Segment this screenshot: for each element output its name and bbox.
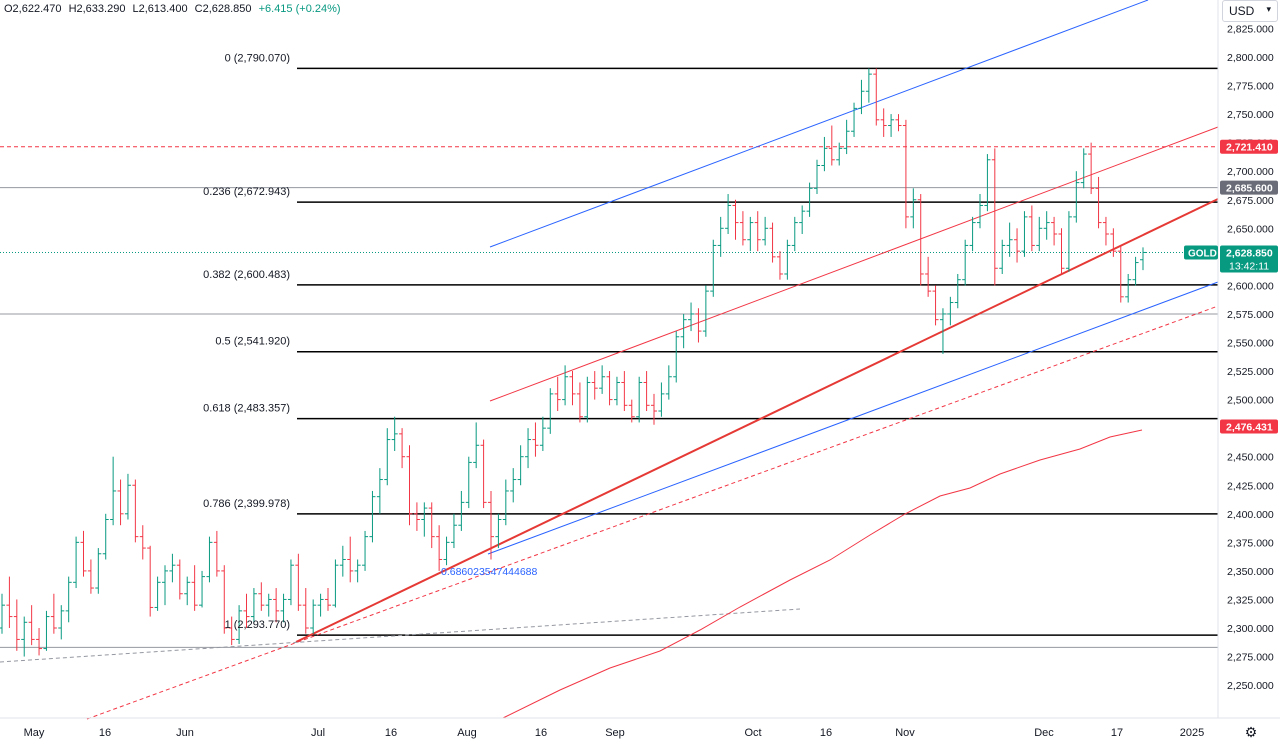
price-tick-label: 2,700.000 <box>1227 166 1274 178</box>
price-tick-label: 2,350.000 <box>1227 566 1274 578</box>
price-tick-label: 2,500.000 <box>1227 395 1274 407</box>
price-tick-label: 2,750.000 <box>1227 109 1274 121</box>
price-tick-label: 2,300.000 <box>1227 623 1274 635</box>
time-tick-label: Sep <box>605 727 625 739</box>
time-tick-label: 16 <box>535 727 547 739</box>
main-trend-line <box>295 198 1219 643</box>
time-tick-label: 16 <box>99 727 111 739</box>
symbol-tag: GOLD <box>1188 248 1217 259</box>
price-axis-bg <box>1218 0 1280 743</box>
ohlc-legend: O2,622.470 H2,633.290 L2,613.400 C2,628.… <box>4 3 345 15</box>
time-tick-label: Oct <box>744 727 761 739</box>
fib-level-label: 1 (2,293.770) <box>225 619 290 631</box>
time-tick-label: 16 <box>820 727 832 739</box>
gray-dashed-trend <box>0 608 801 663</box>
currency-label: USD <box>1229 4 1255 18</box>
price-tick-label: 2,400.000 <box>1227 509 1274 521</box>
price-tag-bg <box>1220 180 1278 195</box>
price-tick-label: 2,550.000 <box>1227 338 1274 350</box>
chevron-down-icon: ▾ <box>1266 4 1271 14</box>
time-tick-label: 2025 <box>1180 727 1204 739</box>
countdown-label: 13:42:11 <box>1229 260 1269 272</box>
last-price-label: 2,628.850 <box>1226 247 1273 259</box>
price-tick-label: 2,825.000 <box>1227 23 1274 35</box>
price-tick-label: 2,450.000 <box>1227 452 1274 464</box>
last-price-bg <box>1220 245 1278 273</box>
price-tag: 2,721.410 <box>1226 142 1273 154</box>
price-tag: 2,476.431 <box>1226 422 1273 434</box>
price-axis[interactable]: 2,825.000 2,800.000 2,775.000 2,750.000 2,72… <box>1184 0 1280 743</box>
fib-level-label: 0.786 (2,399.978) <box>203 498 290 510</box>
low-value: L2,613.400 <box>132 3 188 15</box>
price-tag-bg <box>1220 139 1278 154</box>
price-tag: 2,685.600 <box>1226 183 1273 195</box>
high-value: H2,633.290 <box>68 3 126 15</box>
fib-level-label: 0.618 (2,483.357) <box>203 403 290 415</box>
price-tick-label: 2,800.000 <box>1227 52 1274 64</box>
channel-mid-line <box>489 126 1219 402</box>
dashed-trend-line <box>86 305 1219 720</box>
change-value: +6.415 (+0.24%) <box>258 3 341 15</box>
price-tick-label: 2,250.000 <box>1227 680 1274 692</box>
price-tick-label: 2,600.000 <box>1227 280 1274 292</box>
price-tick-label: 2,650.000 <box>1227 223 1274 235</box>
price-tick-label: 2,775.000 <box>1227 81 1274 93</box>
candles-layer <box>0 68 1146 657</box>
time-tick-label: Dec <box>1034 727 1054 739</box>
close-value: C2,628.850 <box>194 3 252 15</box>
price-tick-label: 2,375.000 <box>1227 537 1274 549</box>
fib-level-label: 0.382 (2,600.483) <box>203 269 290 281</box>
channel-lower-line <box>487 281 1219 555</box>
price-tick-label: 2,525.000 <box>1227 366 1274 378</box>
horizontal-lines-layer <box>0 67 1218 648</box>
fib-annotation: 0.686023547444688 <box>441 566 538 578</box>
time-tick-label: Aug <box>457 727 477 739</box>
time-tick-label: 17 <box>1111 727 1123 739</box>
fib-labels-layer: 0 (2,790.070) 0.236 (2,672.943) 0.382 (2,6… <box>203 52 290 631</box>
currency-selector[interactable]: USD ▾ <box>1222 0 1278 22</box>
open-value: O2,622.470 <box>4 3 62 15</box>
channel-upper-line <box>489 0 1149 248</box>
gear-icon[interactable]: ⚙ <box>1244 724 1258 740</box>
price-tick-label: 2,275.000 <box>1227 652 1274 664</box>
time-tick-label: Jul <box>311 727 325 739</box>
fib-level-label: 0.236 (2,672.943) <box>203 186 290 198</box>
price-tick-label: 2,425.000 <box>1227 480 1274 492</box>
price-tag-bg <box>1220 419 1278 434</box>
trend-drawings-layer: 0.686023547444688 <box>0 0 1219 720</box>
time-tick-label: Nov <box>895 727 915 739</box>
time-tick-label: 16 <box>385 727 397 739</box>
time-tick-label: May <box>24 727 45 739</box>
time-tick-label: Jun <box>176 727 194 739</box>
moving-average-line <box>502 429 1143 719</box>
price-tick-label: 2,675.000 <box>1227 195 1274 207</box>
fib-level-label: 0 (2,790.070) <box>225 52 290 64</box>
price-tick-label: 2,325.000 <box>1227 594 1274 606</box>
time-axis[interactable]: May 16 Jun Jul 16 Aug 16 Sep Oct 16 Nov Dec 17 2025 <box>0 717 1280 739</box>
price-tick-label: 2,575.000 <box>1227 309 1274 321</box>
fib-level-label: 0.5 (2,541.920) <box>215 336 290 348</box>
symbol-tag-bg <box>1184 245 1218 260</box>
